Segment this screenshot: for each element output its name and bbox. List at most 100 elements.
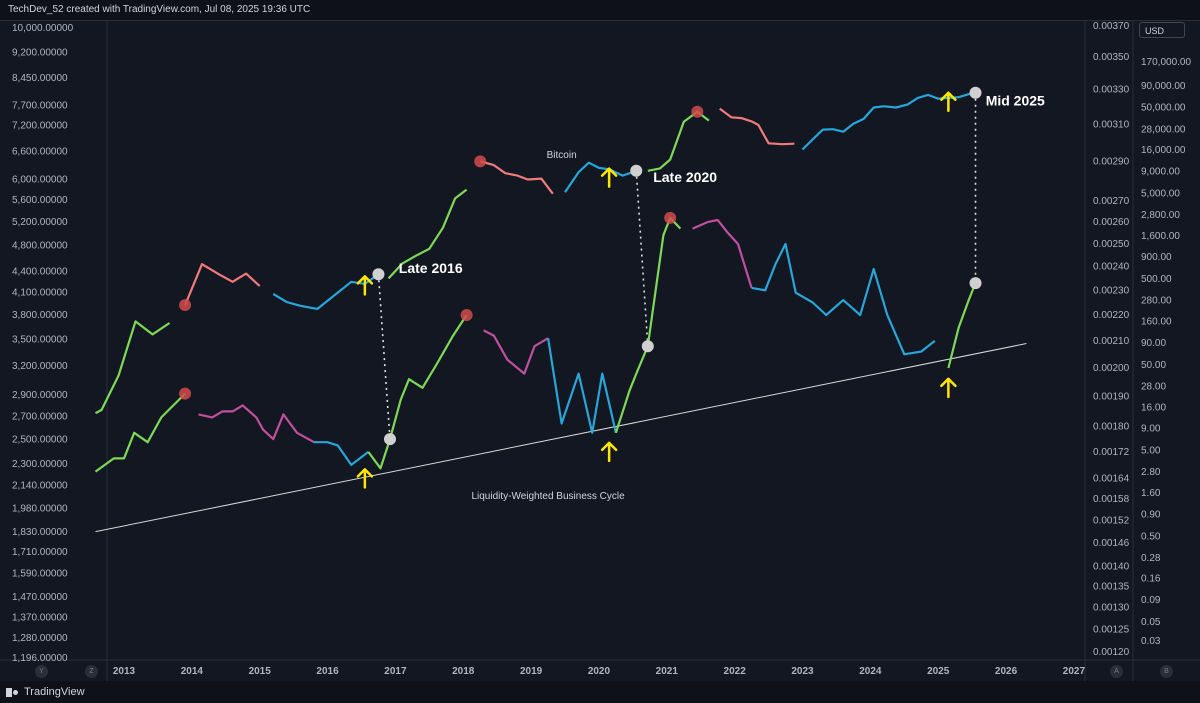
up-arrow-icon [356, 275, 374, 296]
right-axis-tick-label: 16.00 [1141, 402, 1166, 413]
bitcoin-peak-marker [179, 299, 192, 312]
right-axis-tick-label: 16,000.00 [1141, 145, 1186, 156]
time-axis-tick-label: 2022 [724, 666, 747, 677]
middle-axis-tick-label: 0.00190 [1093, 392, 1130, 403]
right-axis-tick-label: 90,000.00 [1141, 81, 1186, 92]
breakout-link-dotted-line [377, 274, 391, 440]
time-axis-tick-label: 2024 [859, 666, 882, 677]
middle-axis-tick-label: 0.00260 [1093, 217, 1130, 228]
bitcoin-peak-marker [474, 155, 487, 168]
time-axis-tick-label: 2015 [249, 666, 272, 677]
tradingview-logo[interactable]: TradingView [6, 686, 85, 698]
axis-scale-button-z[interactable]: Z [85, 665, 98, 678]
bitcoin-line-segment [94, 320, 171, 415]
left-axis-tick-label: 2,700.00000 [12, 411, 68, 422]
right-axis-tick-label: 0.16 [1141, 574, 1161, 585]
chart-header: TechDev_52 created with TradingView.com,… [0, 0, 1200, 21]
middle-axis-tick-label: 0.00180 [1093, 422, 1130, 433]
business-cycle-line-segment [614, 216, 682, 434]
time-axis-tick-label: 2013 [113, 666, 136, 677]
cycle-breakout-marker [969, 277, 982, 290]
middle-axis-tick-label: 0.00370 [1093, 21, 1130, 32]
time-axis-tick-label: 2025 [927, 666, 950, 677]
time-axis-tick-label: 2018 [452, 666, 475, 677]
bitcoin-breakout-marker [372, 268, 385, 281]
cycle-breakout-marker [383, 433, 396, 446]
middle-axis-tick-label: 0.00240 [1093, 262, 1130, 273]
middle-axis-tick-label: 0.00130 [1093, 603, 1130, 614]
chart-annotation: Liquidity-Weighted Business Cycle [471, 491, 625, 502]
left-axis-tick-label: 3,200.00000 [12, 361, 68, 372]
left-axis-tick-label: 3,500.00000 [12, 334, 68, 345]
currency-selector[interactable]: USD [1139, 22, 1185, 38]
right-axis-tick-label: 28,000.00 [1141, 124, 1186, 135]
right-axis-tick-label: 900.00 [1141, 252, 1172, 263]
log-scale-button[interactable]: B [1160, 665, 1173, 678]
left-axis-tick-label: 6,600.00000 [12, 146, 68, 157]
tradingview-icon [6, 687, 20, 697]
left-axis-tick-label: 10,000.00000 [12, 23, 74, 34]
right-axis-tick-label: 160.00 [1141, 317, 1172, 328]
left-axis-tick-label: 1,280.00000 [12, 633, 68, 644]
left-axis-tick-label: 5,200.00000 [12, 217, 68, 228]
business-cycle-line-segment [314, 441, 369, 466]
business-cycle-line-segment [547, 338, 617, 434]
middle-axis-tick-label: 0.00135 [1093, 582, 1130, 593]
business-cycle-line-segment [94, 392, 186, 473]
bitcoin-line-segment [387, 188, 468, 280]
chart-annotation: Mid 2025 [986, 93, 1045, 109]
chart-annotation: Bitcoin [547, 150, 577, 161]
middle-axis-tick-label: 0.00310 [1093, 119, 1130, 130]
left-axis-tick-label: 1,196.00000 [12, 653, 68, 664]
middle-axis-tick-label: 0.00140 [1093, 561, 1130, 572]
business-cycle-line-segment [198, 404, 315, 444]
bitcoin-peak-marker [691, 105, 704, 118]
right-axis-tick-label: 0.03 [1141, 636, 1161, 647]
right-axis-tick-label: 500.00 [1141, 274, 1172, 285]
middle-axis-tick-label: 0.00120 [1093, 647, 1130, 658]
right-axis-tick-label: 280.00 [1141, 296, 1172, 307]
cycle-breakout-marker [641, 340, 654, 353]
left-axis-tick-label: 8,450.00000 [12, 73, 68, 84]
left-axis-tick-label: 4,400.00000 [12, 267, 68, 278]
time-axis-tick-label: 2021 [656, 666, 679, 677]
right-axis-tick-label: 0.28 [1141, 553, 1161, 564]
business-cycle-line-segment [692, 218, 753, 289]
middle-axis-tick-label: 0.00158 [1093, 494, 1130, 505]
bitcoin-line-segment [719, 107, 795, 146]
left-axis-tick-label: 3,800.00000 [12, 310, 68, 321]
right-axis-tick-label: 170,000.00 [1141, 57, 1191, 68]
middle-axis-tick-label: 0.00172 [1093, 447, 1130, 458]
auto-scale-button[interactable]: A [1110, 665, 1123, 678]
left-axis-tick-label: 4,800.00000 [12, 241, 68, 252]
middle-axis-tick-label: 0.00152 [1093, 516, 1130, 527]
right-axis-tick-label: 9.00 [1141, 424, 1161, 435]
middle-axis-tick-label: 0.00230 [1093, 285, 1130, 296]
time-axis-tick-label: 2026 [995, 666, 1018, 677]
right-axis-tick-label: 5,000.00 [1141, 188, 1180, 199]
right-axis-tick-label: 50.00 [1141, 360, 1166, 371]
brand-name: TradingView [24, 686, 85, 698]
right-axis-tick-label: 0.09 [1141, 595, 1161, 606]
middle-axis-tick-label: 0.00210 [1093, 336, 1130, 347]
business-cycle-line-segment [483, 329, 549, 375]
middle-axis-tick-label: 0.00290 [1093, 156, 1130, 167]
right-axis-tick-label: 50,000.00 [1141, 103, 1186, 114]
right-axis-tick-label: 0.90 [1141, 509, 1161, 520]
middle-axis-tick-label: 0.00146 [1093, 538, 1130, 549]
cycle-peak-marker [179, 387, 192, 400]
bitcoin-line-segment [272, 273, 380, 310]
left-axis-tick-label: 1,980.00000 [12, 503, 68, 514]
chart-annotation: Late 2016 [399, 260, 463, 276]
axis-scale-button-y[interactable]: Y [35, 665, 48, 678]
bitcoin-line-segment [184, 263, 261, 306]
bitcoin-breakout-marker [969, 86, 982, 99]
left-axis-tick-label: 5,600.00000 [12, 195, 68, 206]
up-arrow-icon [600, 167, 618, 188]
middle-axis-tick-label: 0.00270 [1093, 196, 1130, 207]
business-cycle-line-segment [751, 242, 936, 356]
bitcoin-line-segment [801, 91, 976, 151]
breakout-link-dotted-line [635, 170, 649, 347]
author-credit: TechDev_52 created with TradingView.com,… [8, 4, 311, 15]
